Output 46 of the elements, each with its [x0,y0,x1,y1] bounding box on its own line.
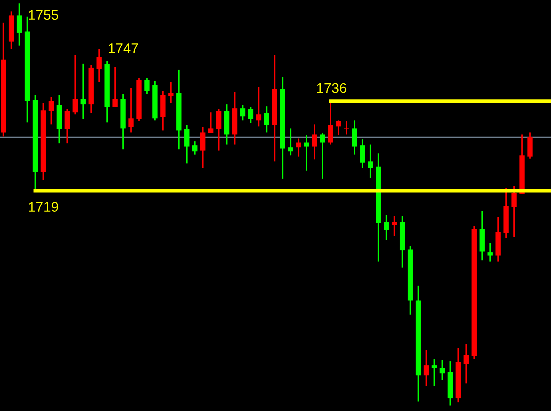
candlestick [168,81,174,104]
candlestick [240,104,246,122]
annotation: 1719 [29,202,58,212]
candlestick [144,77,150,96]
candlestick [208,112,214,134]
candlestick [352,120,358,156]
candlestick [72,54,78,116]
candlestick [488,242,493,262]
candlestick [184,124,190,164]
candlestick [320,132,326,180]
candlestick [128,88,134,134]
candlestick [496,216,501,262]
candlestick [200,126,206,169]
candlestick [192,140,198,156]
candlestick [512,186,517,238]
candlestick [384,214,390,242]
candlestick [96,48,102,83]
candlestick [256,86,262,128]
candlestick [368,144,374,179]
candlestick [288,128,294,156]
candlestick [264,106,270,134]
candlestick [112,66,118,108]
candlestick [16,2,22,47]
candlestick [48,96,54,126]
candlestick [424,350,430,388]
candlestick [312,124,318,160]
candlestick [480,210,485,262]
candlestick [216,108,222,152]
candlestick [80,63,86,120]
candlestick [360,138,366,169]
candlestick [224,104,230,146]
annotation: 1736 [317,83,347,94]
annotation: 1747 [109,44,138,54]
candlestick [248,106,254,124]
candlestick [336,120,342,136]
candlestick [296,138,302,158]
candlestick [344,120,350,136]
candlestick [432,358,438,388]
candlestick [160,90,166,132]
candlestick [304,134,310,172]
candlestick [64,108,70,144]
candlestick [464,344,470,384]
candlestick [440,360,446,382]
annotation: 1755 [29,10,58,20]
candlestick [328,100,334,146]
candlestick [528,132,533,160]
